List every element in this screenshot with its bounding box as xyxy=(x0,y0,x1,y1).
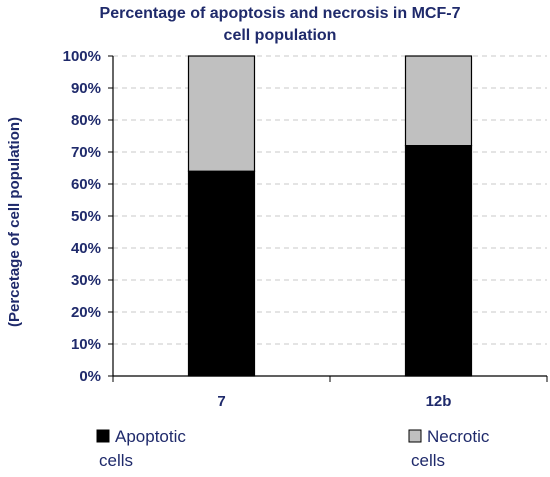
y-tick-label: 90% xyxy=(71,80,101,97)
chart-title-line-1: Percentage of apoptosis and necrosis in … xyxy=(100,5,461,22)
y-tick-label: 0% xyxy=(79,368,101,385)
legend-label: cells xyxy=(411,451,445,470)
y-tick-label: 70% xyxy=(71,144,101,161)
chart-title-line-2: cell population xyxy=(224,27,337,44)
y-tick-label: 20% xyxy=(71,304,101,321)
y-axis-label: (Percetage of cell population) xyxy=(6,117,23,327)
axes: 0% 10% 20% 30% 40% 50% 60% 70% 80% 90% 100% 7 12b xyxy=(63,48,548,410)
bar-7-series-1 xyxy=(187,55,256,172)
y-tick-label: 80% xyxy=(71,112,101,129)
y-tick-label: 100% xyxy=(63,48,101,65)
bar-12b-series-1 xyxy=(404,55,473,147)
y-tick-label: 40% xyxy=(71,240,101,257)
legend-label: Apoptotic xyxy=(115,427,186,446)
y-tick-label: 30% xyxy=(71,272,101,289)
x-tick-label: 7 xyxy=(217,393,225,410)
x-tick-label: 12b xyxy=(426,393,452,410)
y-tick-label: 50% xyxy=(71,208,101,225)
legend-label: cells xyxy=(99,451,133,470)
legend: Apoptotic cells Necrotic cells xyxy=(96,427,490,470)
grid-lines xyxy=(113,55,547,345)
y-tick-label: 60% xyxy=(71,176,101,193)
bar-7-series-0 xyxy=(187,170,256,377)
legend-swatch xyxy=(96,429,110,443)
legend-label: Necrotic xyxy=(427,427,490,446)
legend-swatch xyxy=(408,429,422,443)
bar-12b-series-0 xyxy=(404,145,473,377)
y-tick-label: 10% xyxy=(71,336,101,353)
